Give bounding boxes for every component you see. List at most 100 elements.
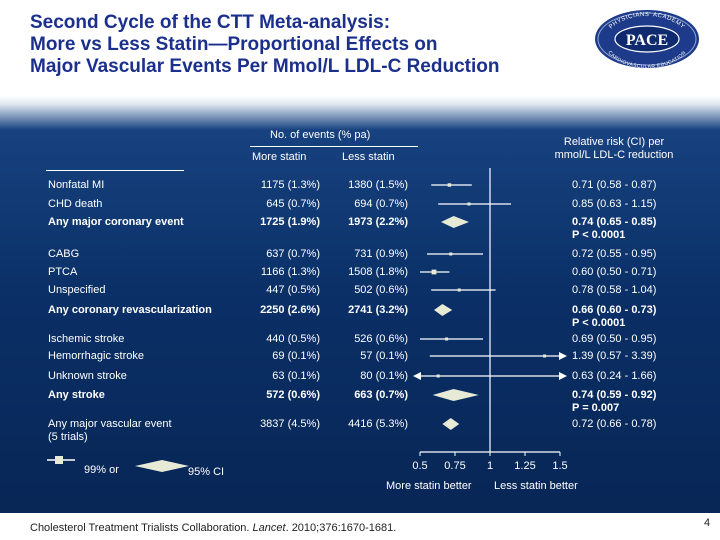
row-less-statin: 57 (0.1%) (360, 350, 408, 362)
point-estimate (467, 202, 471, 206)
row-relative-risk: 0.72 (0.66 - 0.78) (572, 418, 657, 430)
row-relative-risk: 0.85 (0.63 - 1.15) (572, 198, 657, 210)
summary-diamond (441, 216, 469, 228)
row-more-statin: 69 (0.1%) (272, 350, 320, 362)
row-relative-risk: 0.78 (0.58 - 1.04) (572, 284, 657, 296)
row-relative-risk: 0.74 (0.59 - 0.92) (572, 389, 657, 401)
row-label: Any stroke (48, 389, 105, 401)
legend-ci95-label: 95% CI (188, 466, 225, 478)
title-line-3: Major Vascular Events Per Mmol/L LDL-C R… (30, 56, 500, 77)
point-estimate (543, 354, 547, 358)
point-estimate (445, 337, 449, 341)
row-label: Nonfatal MI (48, 179, 105, 191)
row-label: CHD death (48, 198, 103, 210)
row-relative-risk: 0.63 (0.24 - 1.66) (572, 370, 657, 382)
point-estimate (436, 374, 440, 378)
less-statin-header: Less statin (342, 151, 395, 163)
summary-diamond (434, 304, 453, 316)
row-more-statin: 645 (0.7%) (266, 198, 320, 210)
x-tick-label: 1.5 (552, 460, 567, 472)
row-label-sub: (5 trials) (48, 431, 88, 443)
logo-name: PACE (626, 32, 668, 49)
row-less-statin: 1973 (2.2%) (348, 216, 408, 228)
row-relative-risk: 0.69 (0.50 - 0.95) (572, 333, 657, 345)
row-label: Unspecified (48, 284, 106, 296)
favors-left-label: More statin better (386, 480, 472, 492)
favors-right-label: Less statin better (494, 480, 578, 492)
row-relative-risk: 0.60 (0.50 - 0.71) (572, 266, 657, 278)
row-less-statin: 502 (0.6%) (354, 284, 408, 296)
x-tick-label: 0.75 (444, 460, 465, 472)
legend-square-icon (55, 456, 63, 464)
x-tick-label: 1.25 (514, 460, 535, 472)
citation: Cholesterol Treatment Trialists Collabor… (30, 522, 396, 534)
row-more-statin: 3837 (4.5%) (260, 418, 320, 430)
row-more-statin: 572 (0.6%) (266, 389, 320, 401)
row-label: PTCA (48, 266, 78, 278)
row-relative-risk: 0.66 (0.60 - 0.73) (572, 304, 657, 316)
point-estimate (457, 288, 461, 292)
row-relative-risk: 0.74 (0.65 - 0.85) (572, 216, 657, 228)
rr-header-line-2: mmol/L LDL-C reduction (554, 149, 674, 161)
legend-diamond-icon (135, 460, 189, 472)
footer-bar (0, 513, 720, 540)
x-tick-label: 1 (487, 460, 493, 472)
row-more-statin: 1175 (1.3%) (260, 179, 320, 191)
legend-ci99-label: 99% or (84, 464, 119, 476)
row-less-statin: 80 (0.1%) (360, 370, 408, 382)
row-label: Any major coronary event (48, 216, 184, 228)
row-less-statin: 1380 (1.5%) (348, 179, 408, 191)
row-p-value: P < 0.0001 (572, 229, 626, 241)
row-more-statin: 440 (0.5%) (266, 333, 320, 345)
summary-diamond (442, 418, 460, 430)
summary-diamond (432, 389, 479, 401)
row-more-statin: 1166 (1.3%) (260, 266, 320, 278)
row-more-statin: 1725 (1.9%) (260, 216, 320, 228)
row-relative-risk: 1.39 (0.57 - 3.39) (572, 350, 657, 362)
row-label: Hemorrhagic stroke (48, 350, 144, 362)
label-column-rule (46, 170, 184, 171)
row-label: Unknown stroke (48, 370, 127, 382)
events-header-rule (250, 146, 418, 147)
row-less-statin: 663 (0.7%) (354, 389, 408, 401)
row-label: Any coronary revascularization (48, 304, 212, 316)
row-less-statin: 526 (0.6%) (354, 333, 408, 345)
citation-before: Cholesterol Treatment Trialists Collabor… (30, 522, 253, 534)
point-estimate (449, 252, 453, 256)
citation-journal: Lancet (252, 522, 286, 534)
row-less-statin: 2741 (3.2%) (348, 304, 408, 316)
citation-after: . 2010;376:1670-1681. (285, 522, 397, 534)
row-less-statin: 4416 (5.3%) (348, 418, 408, 430)
point-estimate (431, 269, 437, 275)
more-statin-header: More statin (252, 151, 307, 163)
row-less-statin: 694 (0.7%) (354, 198, 408, 210)
title-line-1: Second Cycle of the CTT Meta-analysis: (30, 12, 391, 33)
page-number: 4 (704, 517, 711, 529)
rr-header-line-1: Relative risk (CI) per (563, 136, 665, 148)
row-less-statin: 1508 (1.8%) (348, 266, 408, 278)
row-relative-risk: 0.71 (0.58 - 0.87) (572, 179, 657, 191)
slide-title: Second Cycle of the CTT Meta-analysis: M… (30, 12, 590, 78)
title-line-2: More vs Less Statin—Proportional Effects… (30, 34, 438, 55)
row-less-statin: 731 (0.9%) (354, 248, 408, 260)
row-relative-risk: 0.72 (0.55 - 0.95) (572, 248, 657, 260)
ci-arrow-right (559, 352, 567, 360)
point-estimate (447, 183, 452, 187)
ci-arrow-right (559, 372, 567, 380)
row-more-statin: 447 (0.5%) (266, 284, 320, 296)
pace-logo: PHYSICIANS' ACADEMY CARDIOVASCULAR EDUCA… (595, 10, 699, 70)
row-label: Any major vascular event (48, 418, 172, 430)
x-tick-label: 0.5 (412, 460, 427, 472)
row-more-statin: 637 (0.7%) (266, 248, 320, 260)
row-p-value: P < 0.0001 (572, 317, 626, 329)
row-more-statin: 2250 (2.6%) (260, 304, 320, 316)
row-label: Ischemic stroke (48, 333, 125, 345)
events-header: No. of events (% pa) (270, 129, 371, 141)
ci-arrow-left (413, 372, 421, 380)
row-more-statin: 63 (0.1%) (272, 370, 320, 382)
row-p-value: P = 0.007 (572, 402, 620, 414)
row-label: CABG (48, 248, 80, 260)
